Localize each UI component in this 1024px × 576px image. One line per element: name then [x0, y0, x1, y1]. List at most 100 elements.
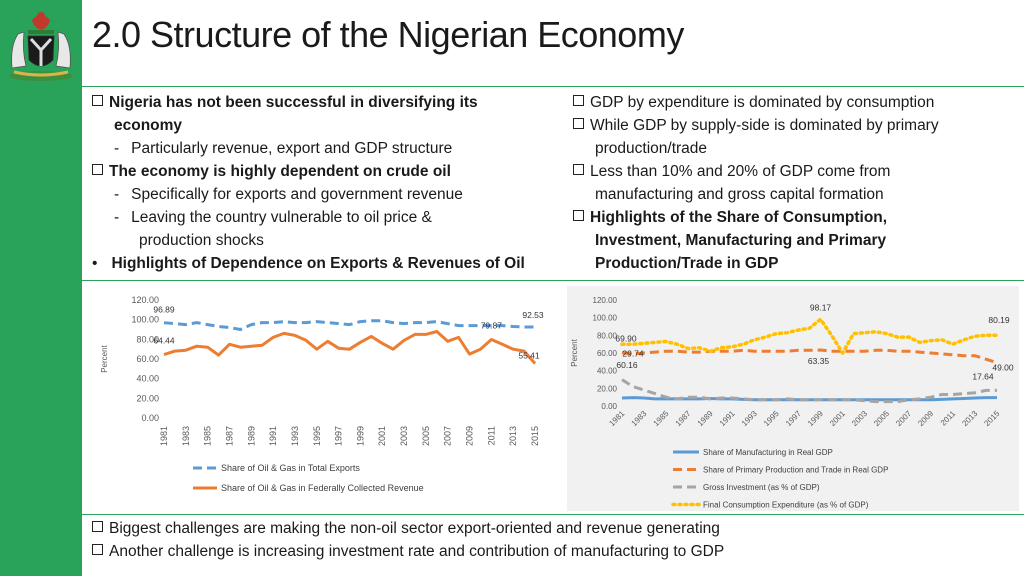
x-tick-label: 2013 — [508, 426, 518, 446]
x-tick-label: 2011 — [486, 426, 496, 445]
data-label: 98.17 — [810, 302, 832, 312]
oil-dependence-chart-svg: 0.00 20.00 40.00 60.00 80.00 100.00 120.00 Perc… — [100, 295, 544, 493]
bullet-row: Less than 10% and 20% of GDP come from — [573, 160, 1013, 183]
x-tick-label: 1991 — [268, 426, 278, 446]
x-tick-label: 1999 — [355, 426, 365, 446]
page-title: 2.0 Structure of the Nigerian Economy — [92, 14, 684, 55]
gdp-shares-chart-svg: 0.00 20.00 40.00 60.00 80.00 100.00 120.00 Perc… — [570, 296, 1014, 510]
y-tick-label: 80.00 — [597, 331, 618, 340]
right-bullet-list: GDP by expenditure is dominated by consu… — [573, 91, 1013, 275]
dot-bullet-icon: • — [92, 255, 98, 272]
data-label: 79.87 — [481, 320, 503, 330]
y-tick-label: 120.00 — [131, 295, 159, 305]
bullet-row: Highlights of the Share of Consumption, — [573, 206, 1013, 229]
checkbox-bullet-icon — [573, 164, 584, 175]
y-tick-label: 80.00 — [136, 334, 159, 344]
x-tick-label: 1987 — [224, 426, 234, 446]
title-divider — [82, 86, 1024, 87]
bullet-text: GDP by expenditure is dominated by consu… — [590, 94, 935, 111]
bullet-text: Nigeria has not been successful in diver… — [109, 94, 478, 111]
bullet-row: manufacturing and gross capital formatio… — [573, 183, 1013, 206]
coat-of-arms-icon — [9, 12, 73, 81]
checkbox-bullet-icon — [92, 164, 103, 175]
bullet-row: production/trade — [573, 137, 1013, 160]
oil-dependence-chart: 0.00 20.00 40.00 60.00 80.00 100.00 120.00 Perc… — [87, 290, 550, 502]
x-tick-label: 1989 — [246, 426, 256, 446]
x-tick-label: 2015 — [530, 426, 540, 446]
x-tick-label: 1987 — [674, 409, 693, 428]
x-tick-label: 2001 — [377, 426, 387, 446]
bullet-row: The economy is highly dependent on crude… — [92, 160, 562, 183]
y-tick-label: 100.00 — [593, 314, 618, 323]
bullet-text: manufacturing and gross capital formatio… — [595, 186, 884, 203]
bullet-text: Less than 10% and 20% of GDP come from — [590, 163, 891, 180]
y-tick-label: 100.00 — [131, 315, 159, 325]
bullet-row: - Specifically for exports and government… — [92, 183, 562, 206]
bullet-row: - Particularly revenue, export and GDP st… — [92, 137, 562, 160]
legend-label: Share of Oil & Gas in Total Exports — [221, 463, 360, 473]
bullet-text: Specifically for exports and government … — [131, 186, 463, 203]
y-axis-title: Percent — [100, 344, 109, 372]
bullet-text: Production/Trade in GDP — [595, 255, 779, 272]
legend-label: Share of Primary Production and Trade in… — [703, 466, 888, 475]
legend-label: Final Consumption Expenditure (as % of G… — [703, 501, 869, 510]
x-tick-label: 1997 — [784, 409, 803, 428]
data-label: 80.19 — [988, 315, 1010, 325]
bullet-row: • Highlights of Dependence on Exports & R… — [92, 252, 562, 275]
data-label: 96.89 — [153, 305, 175, 315]
x-tick-label: 2005 — [421, 426, 431, 446]
x-tick-label: 1999 — [806, 409, 825, 428]
green-sidebar — [0, 0, 82, 576]
left-bullet-list: Nigeria has not been successful in diver… — [92, 91, 562, 275]
x-tick-label: 2001 — [828, 409, 847, 428]
y-tick-label: 0.00 — [601, 402, 617, 411]
dash-bullet-icon: - — [114, 140, 120, 157]
data-label: 17.64 — [972, 371, 994, 381]
x-tick-label: 1995 — [762, 409, 781, 428]
bullet-row: Production/Trade in GDP — [573, 252, 1013, 275]
bullet-text: Investment, Manufacturing and Primary — [595, 232, 887, 249]
bullet-row: - Leaving the country vulnerable to oil p… — [92, 206, 562, 229]
x-tick-label: 2007 — [443, 426, 453, 446]
x-tick-label: 2003 — [399, 426, 409, 446]
x-tick-label: 2005 — [872, 409, 891, 428]
bullet-text: production shocks — [139, 232, 264, 249]
x-tick-label: 1993 — [290, 426, 300, 446]
bottom-bullet-text: Another challenge is increasing investme… — [109, 543, 725, 560]
bullet-text: While GDP by supply-side is dominated by… — [590, 117, 939, 134]
bottom-bullet: Biggest challenges are making the non-oi… — [92, 517, 724, 540]
dash-bullet-icon: - — [114, 209, 120, 226]
bullet-text: Particularly revenue, export and GDP str… — [131, 140, 453, 157]
legend-label: Share of Manufacturing in Real GDP — [703, 448, 833, 457]
checkbox-bullet-icon — [573, 210, 584, 221]
y-tick-label: 20.00 — [597, 384, 618, 393]
x-tick-label: 2011 — [939, 409, 958, 428]
bottom-bullet: Another challenge is increasing investme… — [92, 540, 724, 563]
bullet-row: While GDP by supply-side is dominated by… — [573, 114, 1013, 137]
y-tick-label: 120.00 — [593, 296, 618, 305]
data-label: 49.00 — [992, 363, 1014, 373]
gdp-shares-chart: 0.00 20.00 40.00 60.00 80.00 100.00 120.00 Perc… — [567, 286, 1019, 511]
checkbox-bullet-icon — [92, 521, 103, 532]
series-line-4 — [620, 317, 999, 355]
legend-label: Gross Investment (as % of GDP) — [703, 483, 820, 492]
bullet-text: Highlights of the Share of Consumption, — [590, 209, 888, 226]
x-tick-label: 2013 — [960, 409, 979, 428]
y-tick-label: 40.00 — [597, 367, 618, 376]
bullet-text: Leaving the country vulnerable to oil pr… — [131, 209, 432, 226]
checkbox-bullet-icon — [92, 95, 103, 106]
dash-bullet-icon: - — [114, 186, 120, 203]
data-label: 55.41 — [518, 351, 540, 361]
legend-label: Share of Oil & Gas in Federally Collecte… — [221, 483, 424, 493]
data-label: 63.35 — [808, 356, 830, 366]
x-tick-label: 1983 — [630, 409, 649, 428]
bullet-text: The economy is highly dependent on crude… — [109, 163, 451, 180]
middle-divider — [82, 280, 1024, 281]
bottom-bullet-list: Biggest challenges are making the non-oi… — [92, 517, 724, 563]
bullet-row: Investment, Manufacturing and Primary — [573, 229, 1013, 252]
data-label: 60.16 — [616, 360, 638, 370]
x-tick-label: 1995 — [312, 426, 322, 446]
checkbox-bullet-icon — [92, 544, 103, 555]
x-tick-label: 1993 — [740, 409, 759, 428]
bullet-row: production shocks — [92, 229, 562, 252]
